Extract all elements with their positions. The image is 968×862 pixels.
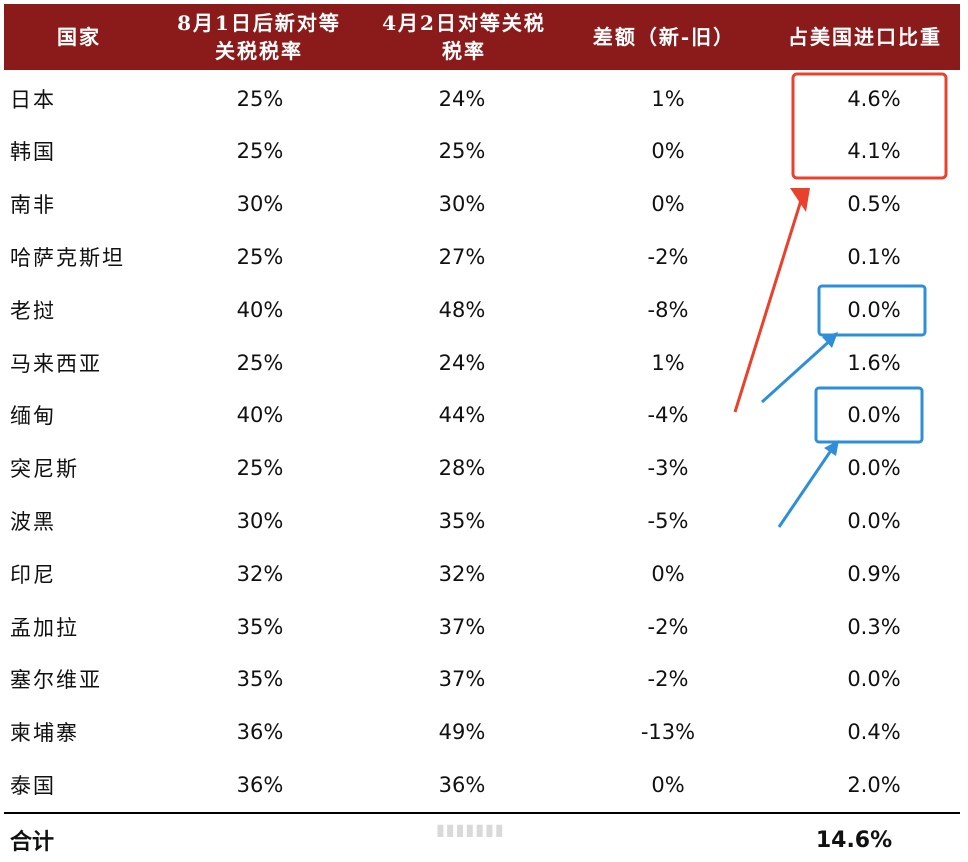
table-row: 老挝 40% 48% -8% 0.0% [4, 283, 960, 336]
country-cell: 泰国 [10, 773, 56, 798]
new-rate-cell: 40% [236, 297, 284, 322]
diff-cell: 1% [651, 350, 685, 375]
diff-cell: 0% [651, 561, 685, 586]
apr-rate-cell: 48% [438, 297, 486, 322]
header-new-rate: 8月1日后新对等 关税税率 [154, 4, 364, 70]
diff-cell: -13% [640, 720, 696, 745]
header-new-rate-line1: 8月1日后新对等 [177, 11, 341, 35]
header-share: 占美国进口比重 [788, 25, 942, 49]
diff-cell: -4% [647, 403, 689, 428]
header-diff: 差额（新-旧） [592, 25, 736, 49]
total-divider [4, 812, 960, 814]
diff-cell: -2% [647, 614, 689, 639]
new-rate-cell: 35% [236, 614, 284, 639]
share-cell: 0.0% [847, 297, 901, 322]
share-cell: 0.9% [847, 561, 901, 586]
diff-cell: 0% [651, 772, 685, 797]
table-row: 波黑 30% 35% -5% 0.0% [4, 494, 960, 547]
apr-rate-cell: 35% [438, 508, 486, 533]
country-cell: 波黑 [10, 509, 56, 534]
diff-cell: 0% [651, 139, 685, 164]
new-rate-cell: 25% [236, 350, 284, 375]
share-cell: 4.6% [847, 86, 901, 111]
new-rate-cell: 25% [236, 456, 284, 481]
diff-cell: -2% [647, 667, 689, 692]
total-label: 合计 [10, 830, 55, 855]
share-cell: 0.5% [847, 192, 901, 217]
new-rate-cell: 25% [236, 86, 284, 111]
new-rate-cell: 40% [236, 403, 284, 428]
new-rate-cell: 30% [236, 192, 284, 217]
apr-rate-cell: 49% [438, 720, 486, 745]
table-row: 韩国 25% 25% 0% 4.1% [4, 125, 960, 178]
country-cell: 孟加拉 [10, 615, 79, 640]
share-cell: 0.3% [847, 614, 901, 639]
diff-cell: -8% [647, 297, 689, 322]
share-cell: 0.0% [847, 456, 901, 481]
header-apr-rate-line1: 4月2日对等关税 [382, 11, 546, 35]
country-cell: 南非 [10, 193, 56, 218]
diff-cell: -5% [647, 508, 689, 533]
apr-rate-cell: 24% [438, 350, 486, 375]
country-cell: 柬埔寨 [10, 721, 79, 746]
country-cell: 突尼斯 [10, 457, 79, 482]
apr-rate-cell: 36% [438, 772, 486, 797]
header-country: 国家 [57, 25, 101, 49]
apr-rate-cell: 27% [438, 244, 486, 269]
table-row: 印尼 32% 32% 0% 0.9% [4, 547, 960, 600]
country-cell: 马来西亚 [10, 351, 102, 376]
diff-cell: 1% [651, 86, 685, 111]
share-cell: 2.0% [847, 772, 901, 797]
table-row: 哈萨克斯坦 25% 27% -2% 0.1% [4, 230, 960, 283]
table-row: 马来西亚 25% 24% 1% 1.6% [4, 336, 960, 389]
new-rate-cell: 32% [236, 561, 284, 586]
apr-rate-cell: 37% [438, 667, 486, 692]
table-row: 泰国 36% 36% 0% 2.0% [4, 758, 960, 811]
apr-rate-cell: 25% [438, 139, 486, 164]
table-row: 缅甸 40% 44% -4% 0.0% [4, 389, 960, 442]
apr-rate-cell: 32% [438, 561, 486, 586]
share-cell: 0.0% [847, 403, 901, 428]
country-cell: 老挝 [10, 298, 56, 323]
share-cell: 0.0% [847, 508, 901, 533]
table-row: 南非 30% 30% 0% 0.5% [4, 178, 960, 231]
header-apr-rate-line2: 税率 [442, 39, 486, 63]
apr-rate-cell: 44% [438, 403, 486, 428]
new-rate-cell: 25% [236, 139, 284, 164]
apr-rate-cell: 30% [438, 192, 486, 217]
new-rate-cell: 36% [236, 772, 284, 797]
share-cell: 0.0% [847, 667, 901, 692]
share-cell: 0.4% [847, 720, 901, 745]
table-row: 突尼斯 25% 28% -3% 0.0% [4, 442, 960, 495]
header-apr-rate: 4月2日对等关税 税率 [364, 4, 564, 70]
diff-cell: -3% [647, 456, 689, 481]
table-row: 塞尔维亚 35% 37% -2% 0.0% [4, 653, 960, 706]
table-header: 国家 8月1日后新对等 关税税率 4月2日对等关税 税率 差额（新-旧） 占美国… [4, 4, 960, 70]
new-rate-cell: 35% [236, 667, 284, 692]
share-cell: 0.1% [847, 244, 901, 269]
share-cell: 4.1% [847, 139, 901, 164]
table-row: 日本 25% 24% 1% 4.6% [4, 72, 960, 125]
apr-rate-cell: 37% [438, 614, 486, 639]
header-new-rate-line2: 关税税率 [215, 39, 303, 63]
share-cell: 1.6% [847, 350, 901, 375]
diff-cell: 0% [651, 192, 685, 217]
new-rate-cell: 36% [236, 720, 284, 745]
watermark: ▮▮▮▮▮▮▮ [436, 820, 505, 839]
table-row: 孟加拉 35% 37% -2% 0.3% [4, 600, 960, 653]
table-row: 柬埔寨 36% 49% -13% 0.4% [4, 706, 960, 759]
country-cell: 日本 [10, 87, 56, 112]
new-rate-cell: 25% [236, 244, 284, 269]
diff-cell: -2% [647, 244, 689, 269]
country-cell: 韩国 [10, 140, 56, 165]
total-row: 合计 14.6% [4, 818, 960, 856]
country-cell: 哈萨克斯坦 [10, 245, 125, 270]
country-cell: 塞尔维亚 [10, 668, 102, 693]
apr-rate-cell: 28% [438, 456, 486, 481]
new-rate-cell: 30% [236, 508, 284, 533]
apr-rate-cell: 24% [438, 86, 486, 111]
total-share: 14.6% [815, 827, 893, 853]
country-cell: 印尼 [10, 562, 56, 587]
country-cell: 缅甸 [10, 404, 56, 429]
